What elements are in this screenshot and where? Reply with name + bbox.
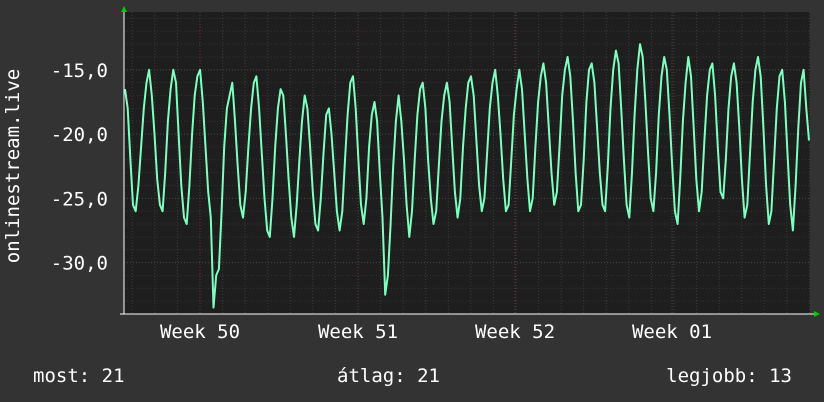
grid-lines	[124, 12, 810, 315]
y-tick-label: -15,0	[51, 60, 108, 82]
footer-best: legjobb: 13	[666, 365, 792, 387]
x-tick-label: Week 50	[160, 321, 240, 343]
y-tick-label: -20,0	[51, 124, 108, 146]
x-tick-label: Week 01	[632, 321, 712, 343]
x-tick-label: Week 51	[318, 321, 398, 343]
y-axis-label: onlinestream.live	[2, 69, 24, 263]
series-group	[124, 43, 810, 309]
y-tick-label: -25,0	[51, 188, 108, 210]
y-tick-labels: -15,0 -20,0 -25,0 -30,0	[51, 60, 108, 275]
x-tick-label: Week 52	[475, 321, 555, 343]
footer-average: átlag: 21	[337, 365, 440, 387]
x-axis-arrow-icon	[814, 311, 820, 317]
footer-current: most: 21	[33, 365, 125, 387]
axes	[120, 6, 820, 317]
series-line	[124, 43, 810, 309]
y-tick-label: -30,0	[51, 253, 108, 275]
y-axis-arrow-icon	[121, 6, 127, 12]
x-tick-labels: Week 50 Week 51 Week 52 Week 01	[160, 321, 712, 343]
